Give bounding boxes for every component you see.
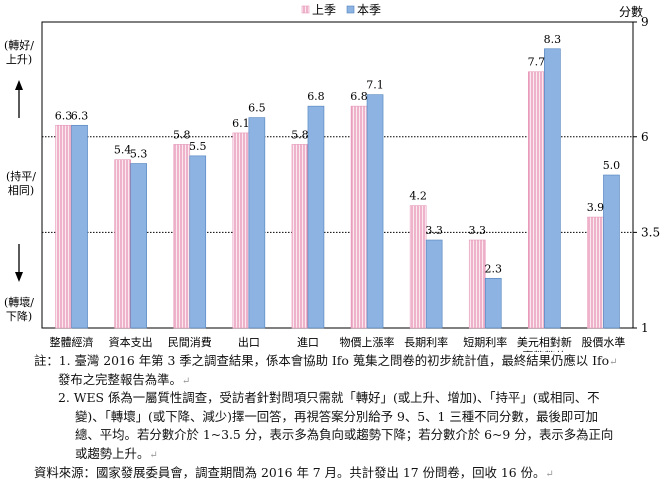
bar-previous-quarter bbox=[528, 71, 545, 329]
data-label: 5.8 bbox=[173, 128, 191, 141]
x-tick-label: 整體經濟 bbox=[50, 335, 94, 349]
data-label: 6.8 bbox=[350, 90, 368, 103]
annotation-middle: 相同) bbox=[8, 184, 34, 197]
arrow-up-icon bbox=[15, 80, 23, 90]
legend-swatch-this bbox=[346, 5, 355, 14]
bar-this-quarter bbox=[484, 277, 502, 329]
bar-this-quarter bbox=[603, 174, 620, 329]
x-tick-label: 股價水準 bbox=[581, 335, 625, 349]
plot-frame bbox=[41, 21, 634, 329]
data-label: 7.1 bbox=[366, 79, 384, 92]
y-tick-label: 1 bbox=[641, 321, 649, 335]
source-note: 資料來源：國家發展委員會，調查期間為 2016 年 7 月。共計發出 17 份問… bbox=[34, 464, 546, 480]
data-label: 5.0 bbox=[603, 159, 621, 172]
data-label: 5.8 bbox=[291, 128, 309, 141]
bar-this-quarter bbox=[189, 155, 207, 329]
bar-this-quarter bbox=[366, 94, 384, 329]
x-tick-label: 資本支出 bbox=[109, 335, 153, 349]
bar-this-quarter bbox=[425, 239, 443, 329]
bar-this-quarter bbox=[130, 163, 147, 329]
bar-previous-quarter bbox=[409, 205, 427, 329]
note-2-line-4: 或趨勢上升。 bbox=[75, 446, 150, 461]
bar-previous-quarter bbox=[587, 216, 604, 329]
bar-previous-quarter bbox=[350, 105, 368, 329]
legend-label-this: 本季 bbox=[357, 3, 381, 17]
x-tick-label: 臺幣幣值 bbox=[522, 349, 566, 352]
x-tick-label: 短期利率 bbox=[463, 335, 507, 349]
annotation-middle: (持平/ bbox=[6, 169, 36, 183]
x-tick-label: 美元相對新 bbox=[517, 335, 572, 349]
data-label: 3.3 bbox=[425, 224, 443, 237]
data-label: 6.3 bbox=[71, 109, 89, 122]
annotation-bottom: 下降) bbox=[6, 309, 32, 323]
bar-this-quarter bbox=[307, 105, 325, 329]
data-label: 5.5 bbox=[189, 140, 207, 153]
note-2-line-2: 變)、「轉壞」(或下降、減少)擇一回答，再視答案分別給予 9、5、1 三種不同分… bbox=[75, 408, 599, 424]
bar-previous-quarter bbox=[173, 144, 191, 329]
data-label: 5.3 bbox=[130, 148, 148, 161]
annotation-top: 上升) bbox=[6, 53, 32, 66]
data-label: 8.3 bbox=[544, 33, 562, 46]
data-label: 3.3 bbox=[469, 224, 487, 237]
note-2-line-1: 2. WES 係為一屬質性調查，受訪者針對問項只需就「轉好」(或上升、增加)、「… bbox=[58, 390, 600, 406]
annotation-top: (轉好/ bbox=[4, 38, 34, 52]
note-2-line-3: 總、平均。若分數介於 1~3.5 分，表示多為負向或趨勢下降；若分數介於 6~9… bbox=[75, 427, 614, 443]
legend-swatch-previous bbox=[301, 5, 310, 14]
bar-previous-quarter bbox=[291, 144, 309, 329]
data-label: 6.1 bbox=[232, 117, 250, 130]
paragraph-mark: ↵ bbox=[181, 375, 191, 387]
data-label: 4.2 bbox=[409, 190, 427, 203]
bar-this-quarter bbox=[248, 117, 266, 329]
y-tick-label: 9 bbox=[641, 15, 649, 29]
data-label: 6.8 bbox=[307, 90, 325, 103]
bar-this-quarter bbox=[71, 124, 88, 329]
paragraph-mark: ↵ bbox=[149, 450, 158, 461]
x-tick-label: 出口 bbox=[238, 335, 260, 349]
data-label: 6.5 bbox=[248, 102, 266, 115]
bar-previous-quarter bbox=[55, 124, 72, 329]
note-1-line-1: 註：1. 臺灣 2016 年第 3 季之調查結果，係本會協助 Ifo 蒐集之問卷… bbox=[34, 353, 610, 368]
paragraph-mark: ↵ bbox=[609, 357, 618, 368]
bar-previous-quarter bbox=[468, 239, 486, 329]
legend-label-previous: 上季 bbox=[312, 3, 336, 17]
data-label: 7.7 bbox=[528, 56, 546, 69]
data-label: 5.4 bbox=[114, 144, 132, 157]
paragraph-mark: ↵ bbox=[545, 468, 554, 480]
y-tick-label: 3.5 bbox=[641, 225, 660, 239]
bar-previous-quarter bbox=[232, 132, 250, 329]
bar-previous-quarter bbox=[114, 159, 131, 329]
y-axis-label: 分數 bbox=[619, 5, 643, 19]
y-tick-label: 6 bbox=[641, 130, 649, 144]
arrow-down-icon bbox=[15, 272, 23, 282]
x-tick-label: 民間消費 bbox=[168, 335, 212, 349]
x-tick-label: 物價上漲率 bbox=[340, 335, 395, 349]
note-1-line-2: 發布之完整報告為準。 bbox=[58, 371, 182, 387]
data-label: 3.9 bbox=[587, 201, 605, 214]
bar-this-quarter bbox=[544, 48, 561, 329]
x-tick-label: 進口 bbox=[297, 336, 319, 349]
data-label: 2.3 bbox=[485, 262, 503, 275]
data-label: 6.3 bbox=[55, 109, 73, 122]
x-tick-label: 長期利率 bbox=[404, 335, 448, 349]
annotation-bottom: (轉壞/ bbox=[4, 296, 34, 309]
bar-chart: 963.51分數6.36.3整體經濟5.45.3資本支出5.85.5民間消費6.… bbox=[4, 3, 660, 352]
